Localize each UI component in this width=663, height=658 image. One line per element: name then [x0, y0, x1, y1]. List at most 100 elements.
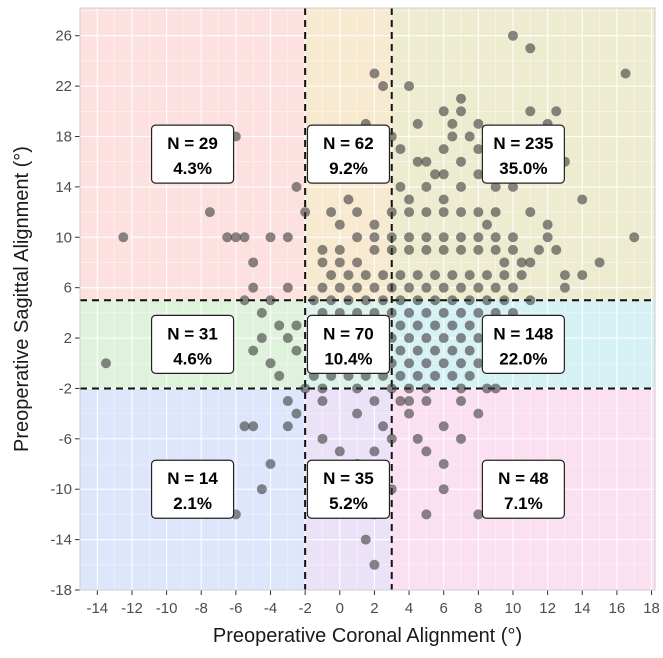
data-point	[516, 270, 527, 281]
data-point	[334, 257, 345, 268]
data-point	[343, 295, 354, 306]
data-point	[438, 106, 449, 117]
data-point	[421, 446, 432, 457]
data-point	[456, 358, 467, 369]
data-point	[464, 295, 475, 306]
data-point	[282, 333, 293, 344]
data-point	[204, 207, 215, 218]
data-point	[421, 244, 432, 255]
region-count: N = 62	[323, 134, 374, 153]
data-point	[360, 295, 371, 306]
x-tick-label: 14	[574, 600, 591, 617]
data-point	[551, 244, 562, 255]
data-point	[317, 433, 328, 444]
data-point	[334, 446, 345, 457]
region-count-labels: N = 29 4.3% N = 62 9.2% N = 235 35.0% N = 31 4.…	[150, 124, 565, 519]
data-point	[369, 446, 380, 457]
data-point	[456, 106, 467, 117]
y-tick-label: 2	[64, 330, 72, 347]
data-point	[343, 270, 354, 281]
data-point	[473, 207, 484, 218]
data-point	[447, 131, 458, 142]
data-point	[499, 257, 510, 268]
data-point	[482, 295, 493, 306]
data-point	[412, 118, 423, 129]
data-point	[230, 232, 241, 243]
data-point	[507, 282, 518, 293]
data-point	[352, 408, 363, 419]
data-point	[395, 320, 406, 331]
data-point	[456, 181, 467, 192]
data-point	[438, 459, 449, 470]
region-count: N = 148	[493, 324, 553, 343]
x-tick-label: 16	[609, 600, 626, 617]
data-point	[404, 396, 415, 407]
data-point	[386, 232, 397, 243]
data-point	[412, 433, 423, 444]
data-point	[343, 194, 354, 205]
y-tick-label: -10	[50, 481, 72, 498]
data-point	[334, 219, 345, 230]
data-point	[404, 307, 415, 318]
data-point	[430, 169, 441, 180]
data-point	[507, 244, 518, 255]
data-point	[473, 358, 484, 369]
data-point	[265, 232, 276, 243]
data-point	[421, 181, 432, 192]
data-point	[421, 307, 432, 318]
data-point	[438, 207, 449, 218]
x-tick-label: 10	[505, 600, 522, 617]
data-point	[256, 484, 267, 495]
data-point	[386, 383, 397, 394]
data-point	[430, 295, 441, 306]
data-point	[533, 244, 544, 255]
region-label-box: N = 29 4.3%	[150, 124, 235, 184]
y-tick-label: 14	[55, 179, 72, 196]
data-point	[438, 194, 449, 205]
data-point	[456, 156, 467, 167]
data-point	[482, 270, 493, 281]
data-point	[447, 345, 458, 356]
x-tick-label: -12	[121, 600, 143, 617]
data-point	[412, 320, 423, 331]
data-point	[525, 257, 536, 268]
region-label-box: N = 14 2.1%	[150, 459, 235, 519]
x-tick-label: -8	[195, 600, 208, 617]
data-point	[499, 270, 510, 281]
data-point	[473, 509, 484, 520]
data-point	[291, 408, 302, 419]
data-point	[499, 295, 510, 306]
data-point	[360, 270, 371, 281]
data-point	[378, 295, 389, 306]
region-label-box: N = 62 9.2%	[306, 124, 391, 184]
region-count: N = 70	[323, 324, 374, 343]
data-point	[482, 383, 493, 394]
data-point	[334, 282, 345, 293]
data-point	[473, 333, 484, 344]
data-point	[559, 270, 570, 281]
data-point	[395, 295, 406, 306]
x-tick-label: 12	[539, 600, 556, 617]
data-point	[404, 194, 415, 205]
data-point	[395, 396, 406, 407]
x-tick-label: -10	[156, 600, 178, 617]
data-point	[360, 534, 371, 545]
data-point	[551, 106, 562, 117]
plot-border	[79, 7, 656, 591]
x-axis-ticks: -14 -12 -10 -8 -6 -4 -2 0 2 4 6 8 10 12 14 16 18	[86, 590, 660, 617]
data-point	[378, 270, 389, 281]
data-point	[430, 270, 441, 281]
data-point	[265, 358, 276, 369]
region-label-box: N = 35 5.2%	[306, 459, 391, 519]
data-point	[421, 358, 432, 369]
data-point	[404, 282, 415, 293]
data-point	[386, 307, 397, 318]
data-point	[473, 282, 484, 293]
label-box-bg	[150, 459, 235, 519]
label-box-bg	[481, 314, 565, 374]
region-percent: 4.6%	[173, 349, 212, 368]
region-count: N = 14	[167, 469, 218, 488]
y-tick-label: 6	[64, 280, 72, 297]
y-tick-label: 18	[55, 128, 72, 145]
data-point	[274, 320, 285, 331]
